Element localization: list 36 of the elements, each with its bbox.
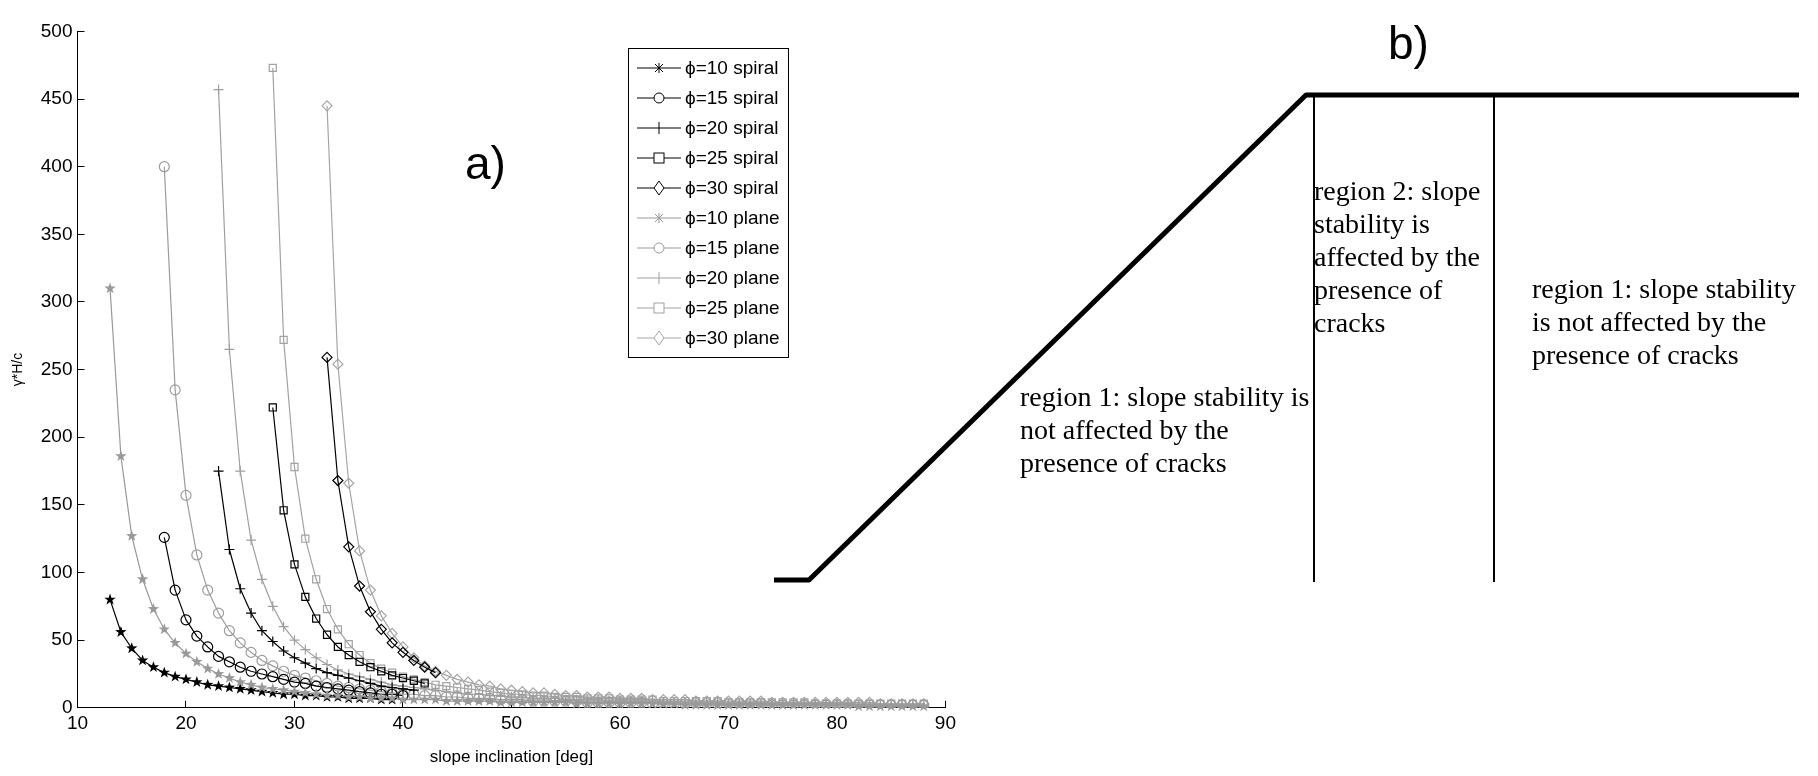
x-tick-label: 10 xyxy=(66,712,89,734)
legend-label: ϕ=25 plane xyxy=(685,297,780,319)
y-tick-label: 400 xyxy=(40,154,73,176)
x-tick-label: 20 xyxy=(175,712,197,734)
y-tick-label: 200 xyxy=(40,425,73,447)
legend-label: ϕ=10 plane xyxy=(685,207,780,229)
text: region 1: slope stability is not affected by the presence of cracks xyxy=(1020,380,1310,479)
text: a) xyxy=(464,137,506,190)
y-tick-label: 450 xyxy=(40,87,73,109)
text: b) xyxy=(1388,16,1429,70)
legend-label: ϕ=15 spiral xyxy=(685,87,779,109)
legend-label: ϕ=10 spiral xyxy=(685,57,779,79)
text: region 1: slope stability is not affected by the presence of cracks xyxy=(1532,272,1797,371)
legend-label: ϕ=30 spiral xyxy=(685,177,779,199)
x-tick-label: 50 xyxy=(500,712,523,734)
x-tick-label: 90 xyxy=(934,712,956,734)
y-tick-label: 150 xyxy=(40,493,73,515)
y-tick-label: 100 xyxy=(40,560,73,582)
legend-label: ϕ=25 spiral xyxy=(685,147,779,169)
y-tick-label: 350 xyxy=(40,222,73,244)
y-tick-label: 500 xyxy=(40,19,73,41)
x-axis-title: slope inclination [deg] xyxy=(429,747,594,767)
legend-label: ϕ=20 spiral xyxy=(685,117,779,139)
x-tick-label: 80 xyxy=(826,712,848,734)
y-axis-title: γ*H/c xyxy=(9,352,26,387)
legend-label: ϕ=15 plane xyxy=(685,237,780,259)
text: region 2: slope stability is affected by the presence of cracks xyxy=(1314,174,1482,339)
x-tick-label: 70 xyxy=(717,712,740,734)
x-tick-label: 60 xyxy=(609,712,631,734)
x-tick-label: 30 xyxy=(283,712,306,734)
legend-label: ϕ=30 plane xyxy=(685,327,780,349)
y-tick-label: 50 xyxy=(51,628,73,650)
x-tick-label: 40 xyxy=(392,712,414,734)
y-tick-label: 250 xyxy=(40,357,73,379)
y-tick-label: 300 xyxy=(40,290,73,312)
legend-label: ϕ=20 plane xyxy=(685,267,780,289)
